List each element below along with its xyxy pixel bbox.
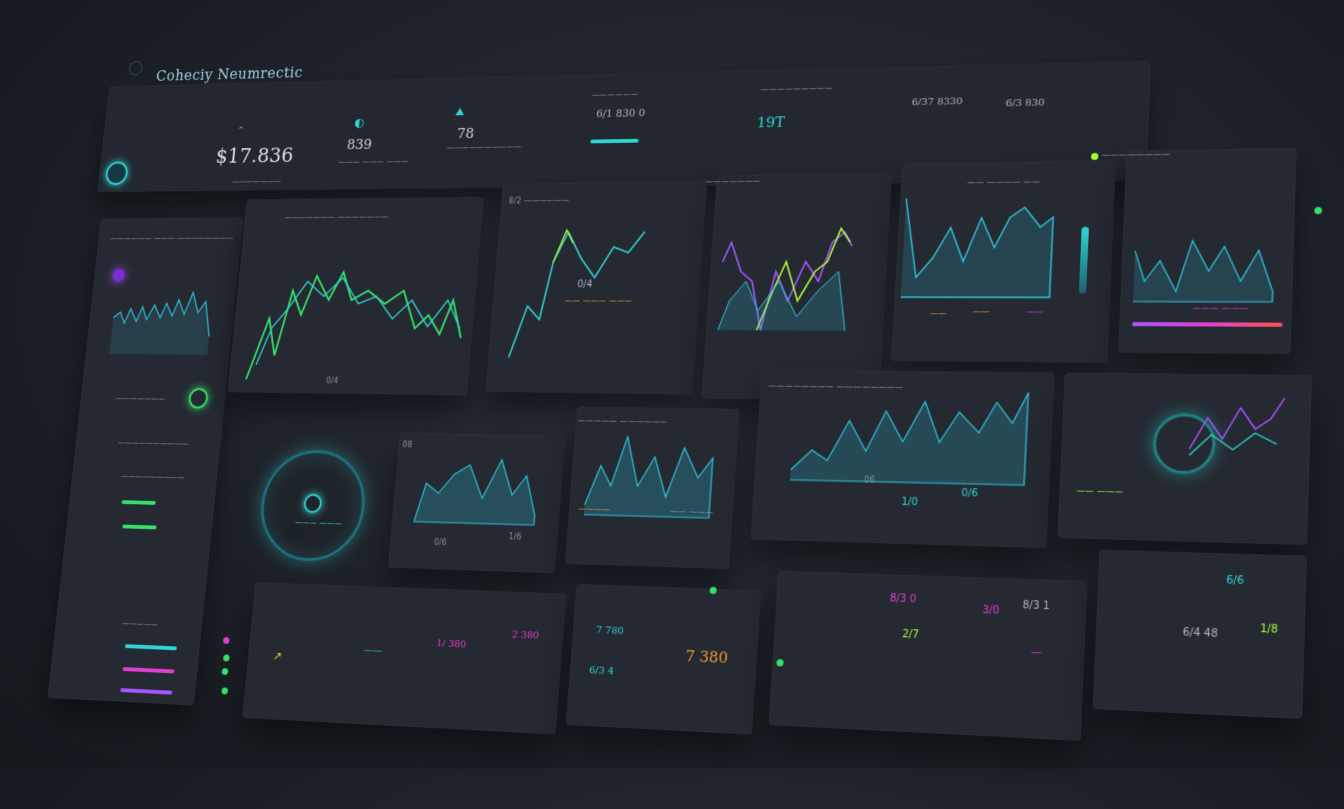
chart-8-value-1: 06 xyxy=(864,475,875,484)
trend-icon: ↗ xyxy=(273,649,283,663)
chart-6-value-1: 0/6 xyxy=(434,538,447,547)
chart-5-title: ———————— xyxy=(1101,150,1171,160)
kpi-1-value: $17.836 xyxy=(215,145,295,169)
chart-7-label-1: ———— xyxy=(578,505,610,515)
status-dot xyxy=(223,654,230,661)
donut-center-label: ——— ——— xyxy=(295,518,343,528)
chart-8-value-2: 1/0 xyxy=(901,497,918,509)
chart-5-area xyxy=(1133,230,1275,302)
chart-4-area xyxy=(901,197,1059,297)
sidebar-item-3[interactable]: ————————— xyxy=(121,472,186,482)
mountain-icon: ⛰ xyxy=(455,105,465,119)
chart-1-title: ——————— ——————— xyxy=(284,213,389,222)
sidebar-header: —————— ——— ———————— xyxy=(110,234,234,243)
kpi-6-value: 6/37 8330 xyxy=(911,96,962,108)
kpi-5-label: ————————— xyxy=(761,84,834,94)
bottom-2-value-2: 6/3 4 xyxy=(589,665,615,677)
bottom-3-value-5: — xyxy=(1031,647,1042,659)
chart-6-area xyxy=(414,454,540,525)
bottom-3-value-4: 2/7 xyxy=(902,629,919,641)
chart-7-title: ————— —————— xyxy=(578,416,668,426)
chart-3-title: ——————— xyxy=(705,177,761,186)
bottom-3-value-1: 8/3 0 xyxy=(890,593,917,605)
bottom-4-value-3: 1/8 xyxy=(1260,623,1278,636)
chart-1-marker: 0/4 xyxy=(326,377,339,386)
bottom-3-value-3: 8/3 1 xyxy=(1022,600,1050,613)
sidebar-item-4[interactable]: ————— xyxy=(122,619,159,629)
status-dot xyxy=(221,687,228,694)
chart-4-label-3: —— xyxy=(1026,307,1044,316)
sidebar-item-2[interactable]: —————————— xyxy=(117,439,188,449)
kpi-4-label: —————— xyxy=(592,90,639,99)
chart-6-title: 08 xyxy=(402,440,413,449)
chart-8-value-3: 0/6 xyxy=(961,488,978,500)
kpi-5-value: 19T xyxy=(756,113,785,131)
kpi-7-value: 6/3 830 xyxy=(1005,98,1044,110)
bottom-panel-2 xyxy=(566,584,761,735)
kpi-2-label: ——— ——— ——— xyxy=(338,157,409,166)
chart-6-value-2: 1/6 xyxy=(508,532,522,541)
kpi-1-label: ——————— xyxy=(231,177,281,186)
bottom-4-value-2: 6/4 48 xyxy=(1182,627,1218,640)
bottom-1-value-2: 1/ 380 xyxy=(436,638,467,650)
kpi-3-label: —————————— xyxy=(446,143,521,153)
chart-5-right-label: ——— ——— xyxy=(1192,304,1249,313)
ring-gauge-trend xyxy=(1189,397,1289,462)
status-dot xyxy=(222,668,229,675)
trend-up-icon: ⌃ xyxy=(237,126,245,136)
chart-4-label-1: —— xyxy=(930,309,947,318)
chart-2-title: 8/2 —————— xyxy=(508,196,569,205)
bottom-3-value-2: 3/0 xyxy=(982,605,999,617)
kpi-4-value: 6/1 830 0 xyxy=(596,107,646,120)
chart-8-area xyxy=(790,390,1028,485)
sidebar-waveform xyxy=(109,281,218,354)
chart-3-line xyxy=(718,222,861,330)
chart-4-label-2: —— xyxy=(972,307,989,316)
bottom-2-value-3: 7 380 xyxy=(685,647,729,667)
chart-1-line xyxy=(246,263,470,386)
status-dot xyxy=(223,637,230,644)
chart-4-title: —— ———— —— xyxy=(967,177,1041,187)
logo-icon xyxy=(128,61,143,75)
kpi-3-value: 78 xyxy=(456,125,475,142)
kpi-2-value: 839 xyxy=(346,136,373,153)
chart-5-progress xyxy=(1132,322,1283,327)
chart-2-line xyxy=(509,224,706,360)
kpi-4-progress xyxy=(590,139,638,144)
bottom-4-value-1: 6/6 xyxy=(1226,575,1244,587)
dashboard-stage: Coheciy Neumrectic ———————— ———— $17.836… xyxy=(37,0,1344,809)
sidebar-item-1[interactable]: ——————— xyxy=(116,394,166,403)
ring-gauge-label: —— ——— xyxy=(1076,486,1124,496)
drop-icon: ◐ xyxy=(354,116,365,130)
bottom-2-value-1: 7 780 xyxy=(596,625,624,637)
chart-7-label-2: —— ——— xyxy=(670,507,714,517)
bottom-1-value-1: 2 380 xyxy=(511,630,539,642)
bottom-panel-1 xyxy=(242,582,566,734)
bottom-1-value-3: —— xyxy=(364,645,383,657)
status-dot xyxy=(1314,207,1322,214)
